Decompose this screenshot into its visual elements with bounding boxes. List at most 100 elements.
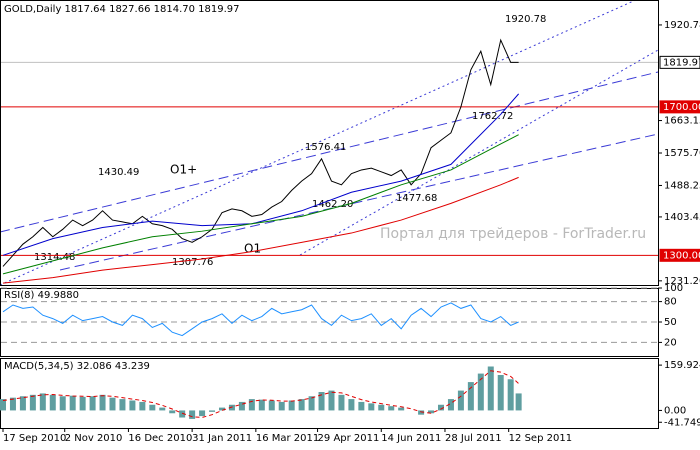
histogram-bar bbox=[328, 390, 335, 411]
histogram-bar bbox=[99, 394, 106, 411]
trend-lines bbox=[0, 0, 659, 286]
y-tick-label: -41.749 bbox=[664, 417, 700, 428]
histogram-bar bbox=[189, 410, 196, 419]
y-tick-label: 159.924 bbox=[664, 360, 700, 371]
histogram-bar bbox=[338, 394, 345, 411]
histogram-bar bbox=[139, 401, 146, 411]
y-tick-label: 1231.20 bbox=[664, 276, 700, 287]
histogram-bar bbox=[398, 407, 405, 411]
histogram-bar bbox=[89, 396, 96, 411]
histogram-bar bbox=[228, 404, 235, 411]
x-tick-label: 16 Dec 2010 bbox=[128, 433, 192, 444]
x-tick-label: 28 Jul 2011 bbox=[445, 433, 502, 444]
y-tick-label: 0.00 bbox=[664, 405, 686, 416]
histogram-bar bbox=[278, 401, 285, 411]
histogram-bar bbox=[129, 400, 136, 411]
y-tick-label: 80 bbox=[664, 297, 677, 308]
y-tick-label: 50 bbox=[664, 317, 677, 328]
series-line bbox=[2, 176, 519, 284]
annotation: 1920.78 bbox=[505, 14, 546, 25]
panel-frame bbox=[0, 0, 659, 286]
level-label-box bbox=[659, 100, 700, 114]
annotation: 1762.72 bbox=[472, 111, 513, 122]
histogram-bar bbox=[388, 406, 395, 411]
x-tick-label: 16 Mar 2011 bbox=[256, 433, 319, 444]
histogram-bar bbox=[149, 404, 156, 411]
annotation: 1462.20 bbox=[312, 199, 353, 210]
histogram-bar bbox=[428, 410, 435, 414]
histogram-bar bbox=[19, 396, 26, 411]
x-tick-label: 12 Sep 2011 bbox=[509, 433, 572, 444]
y-tick-label: 1920.78 bbox=[664, 20, 700, 31]
histogram-bar bbox=[109, 397, 116, 411]
histogram-bar bbox=[258, 399, 265, 411]
histogram-bar bbox=[497, 375, 504, 411]
histogram-bar bbox=[467, 382, 474, 411]
annotation: 1307.76 bbox=[172, 257, 213, 268]
histogram-bar bbox=[515, 393, 522, 411]
panel-title: RSI(8) 49.9880 bbox=[4, 290, 79, 301]
level-label: 1700.00 bbox=[663, 102, 700, 113]
series-line bbox=[2, 38, 519, 267]
histogram-bar bbox=[59, 396, 66, 411]
annotation: 1430.49 bbox=[98, 167, 139, 178]
panel-title: MACD(5,34,5) 32.086 43.239 bbox=[4, 361, 150, 372]
histogram-bar bbox=[447, 399, 454, 411]
annotation: 1477.68 bbox=[396, 193, 437, 204]
y-tick-label: 100 bbox=[664, 283, 683, 294]
histogram-bar bbox=[209, 410, 216, 412]
series-line bbox=[2, 134, 519, 275]
histogram-bar bbox=[238, 401, 245, 411]
histogram-bar bbox=[378, 404, 385, 411]
histogram-bar bbox=[487, 366, 494, 411]
histogram-bar bbox=[507, 379, 514, 411]
histogram-bar bbox=[29, 394, 36, 411]
histogram-bar bbox=[179, 410, 186, 418]
annotation: O1+ bbox=[170, 163, 197, 177]
trend-line bbox=[0, 71, 659, 233]
histogram-bar bbox=[248, 399, 255, 411]
trend-line bbox=[59, 133, 659, 271]
y-tick-label: 20 bbox=[664, 337, 677, 348]
histogram-bar bbox=[159, 407, 166, 411]
histogram-bar bbox=[199, 410, 206, 417]
annotation: O1 bbox=[244, 242, 261, 256]
x-tick-label: 2 Nov 2010 bbox=[65, 433, 123, 444]
chart-title: GOLD,Daily 1817.64 1827.66 1814.70 1819.… bbox=[4, 4, 240, 15]
trend-line bbox=[299, 49, 659, 256]
x-tick-label: 14 Jun 2011 bbox=[381, 433, 441, 444]
histogram-bar bbox=[218, 407, 225, 411]
series-line bbox=[2, 302, 519, 337]
watermark: Портал для трейдеров - ForTrader.ru bbox=[380, 226, 646, 242]
histogram-bar bbox=[9, 397, 16, 411]
histogram-bar bbox=[298, 399, 305, 411]
histogram-bar bbox=[49, 394, 56, 411]
panel-frame bbox=[0, 358, 659, 429]
trend-line bbox=[0, 0, 637, 286]
x-tick-label: 29 Apr 2011 bbox=[318, 433, 380, 444]
series-line bbox=[2, 370, 519, 419]
histogram-bar bbox=[457, 390, 464, 411]
histogram-bar bbox=[358, 401, 365, 411]
series-line bbox=[2, 93, 520, 256]
y-tick-label: 1663.15 bbox=[664, 116, 700, 127]
y-tick-label: 1403.45 bbox=[664, 212, 700, 223]
x-tick-label: 17 Sep 2010 bbox=[3, 433, 66, 444]
y-tick-label: 1488.25 bbox=[664, 180, 700, 191]
histogram-bar bbox=[0, 399, 6, 411]
histogram-bar bbox=[368, 403, 375, 411]
histogram-bar bbox=[437, 404, 444, 411]
histogram-bar bbox=[69, 395, 76, 411]
histogram-bar bbox=[288, 400, 295, 411]
histogram-bar bbox=[348, 399, 355, 411]
histogram-bar bbox=[318, 392, 325, 411]
histogram-bar bbox=[39, 393, 46, 411]
histogram-bar bbox=[119, 399, 126, 411]
level-label: 1300.00 bbox=[663, 250, 700, 261]
y-tick-label: 1575.70 bbox=[664, 148, 700, 159]
level-label-box bbox=[659, 55, 700, 69]
histogram-bar bbox=[308, 396, 315, 411]
histogram-bar bbox=[79, 396, 86, 411]
